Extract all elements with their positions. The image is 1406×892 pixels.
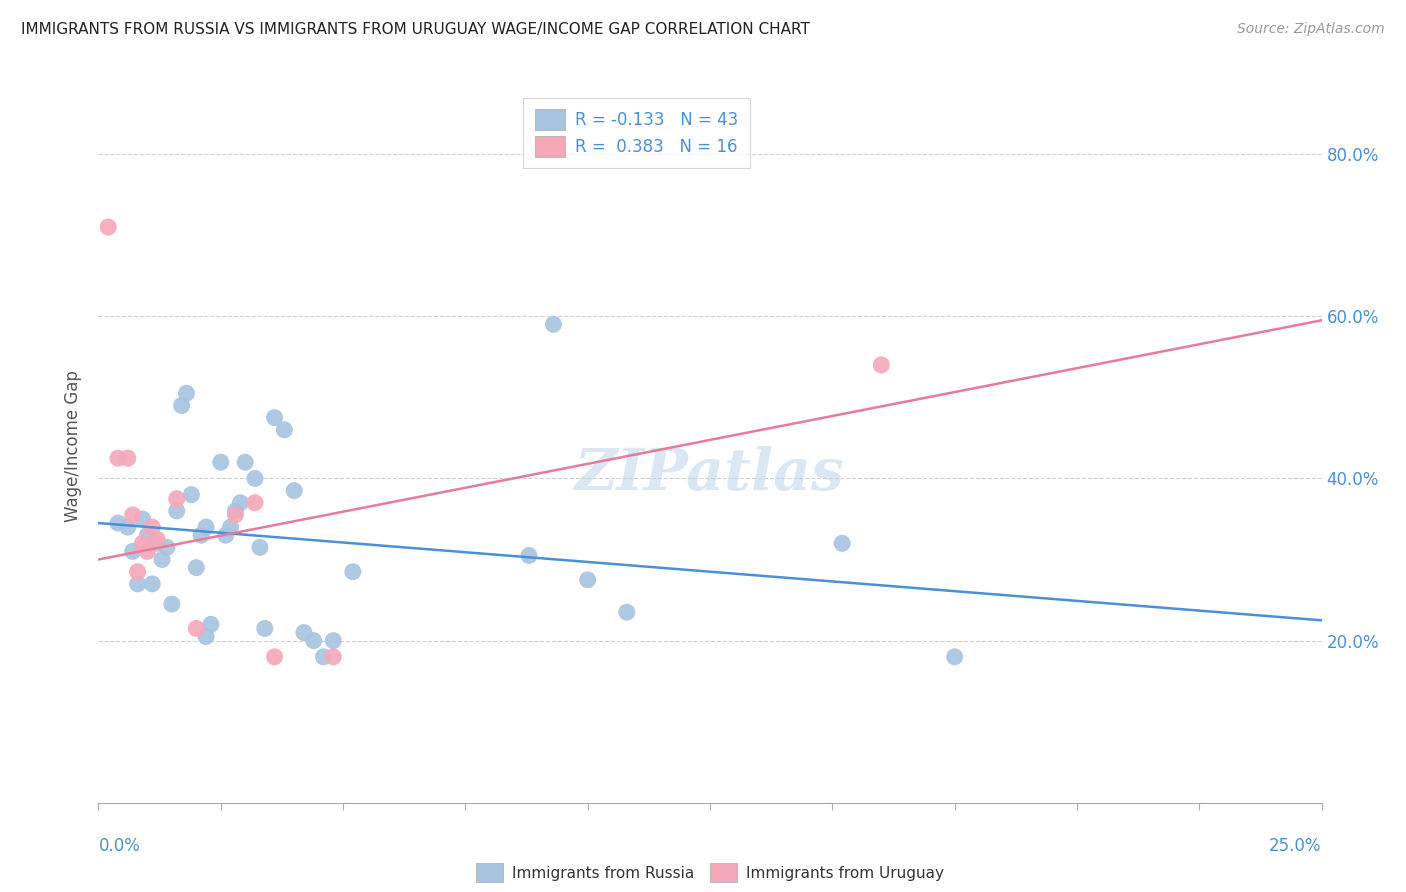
Point [156, 541, 179, 555]
Point [186, 622, 208, 636]
Point [943, 649, 966, 664]
Point [342, 565, 364, 579]
Point [322, 633, 344, 648]
Point [141, 577, 163, 591]
Point [166, 491, 188, 506]
Point [136, 544, 159, 558]
Point [253, 622, 276, 636]
Point [195, 630, 218, 644]
Point [121, 508, 143, 522]
Point [233, 455, 256, 469]
Point [176, 386, 198, 401]
Point [180, 488, 202, 502]
Point [249, 541, 271, 555]
Point [263, 649, 285, 664]
Point [136, 528, 159, 542]
Point [97, 220, 120, 235]
Point [146, 536, 169, 550]
Point [166, 504, 188, 518]
Point [831, 536, 853, 550]
Point [195, 520, 218, 534]
Point [200, 617, 222, 632]
Point [146, 533, 169, 547]
Point [117, 520, 139, 534]
Point [543, 318, 565, 332]
Text: ZIPatlas: ZIPatlas [575, 446, 845, 503]
Point [322, 649, 344, 664]
Point [576, 573, 599, 587]
Point [616, 605, 638, 619]
Y-axis label: Wage/Income Gap: Wage/Income Gap [65, 370, 83, 522]
Point [170, 399, 193, 413]
Point [209, 455, 232, 469]
Point [243, 471, 266, 485]
Point [160, 597, 183, 611]
Point [312, 649, 335, 664]
Point [141, 520, 163, 534]
Point [243, 496, 266, 510]
Point [229, 496, 252, 510]
Point [224, 508, 246, 522]
Point [273, 423, 295, 437]
Point [292, 625, 315, 640]
Point [121, 544, 143, 558]
Point [186, 560, 208, 574]
Point [302, 633, 325, 648]
Text: Source: ZipAtlas.com: Source: ZipAtlas.com [1237, 22, 1385, 37]
Text: IMMIGRANTS FROM RUSSIA VS IMMIGRANTS FROM URUGUAY WAGE/INCOME GAP CORRELATION CH: IMMIGRANTS FROM RUSSIA VS IMMIGRANTS FRO… [21, 22, 810, 37]
Point [150, 552, 173, 566]
Point [131, 512, 153, 526]
Point [283, 483, 305, 498]
Point [190, 528, 212, 542]
Text: 25.0%: 25.0% [1270, 837, 1322, 855]
Text: 0.0%: 0.0% [98, 837, 141, 855]
Point [214, 528, 236, 542]
Point [107, 516, 129, 530]
Point [224, 504, 246, 518]
Point [107, 451, 129, 466]
Point [117, 451, 139, 466]
Point [263, 410, 285, 425]
Point [870, 358, 893, 372]
Point [127, 577, 149, 591]
Point [127, 565, 149, 579]
Point [219, 520, 242, 534]
Point [131, 536, 153, 550]
Point [517, 549, 540, 563]
Legend: Immigrants from Russia, Immigrants from Uruguay: Immigrants from Russia, Immigrants from … [470, 857, 950, 888]
